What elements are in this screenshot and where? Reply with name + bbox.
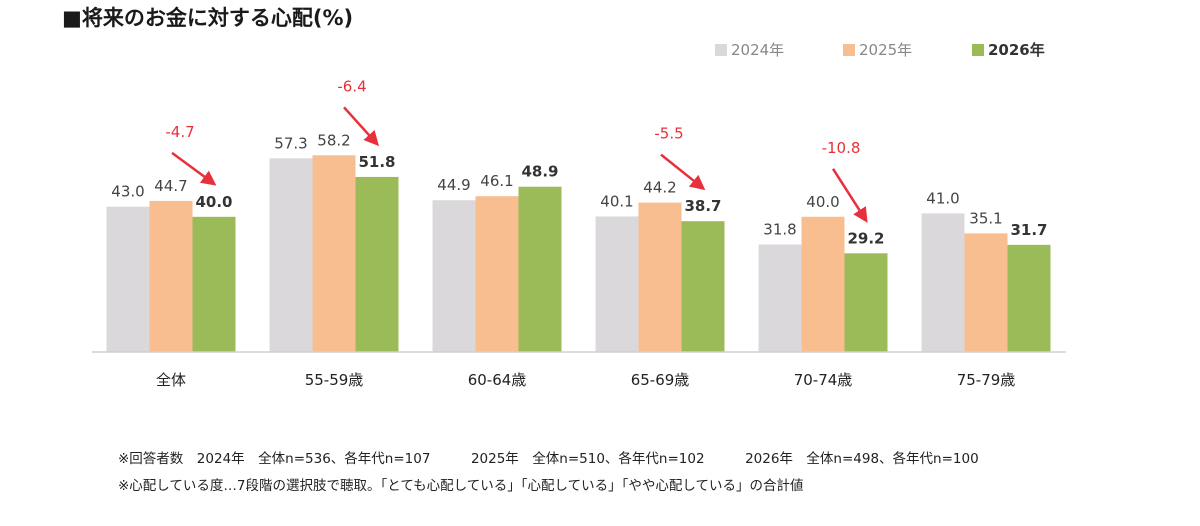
value-label-2025年-75-79歳: 35.1	[969, 209, 1002, 227]
value-label-2024年-60-64歳: 44.9	[437, 176, 470, 194]
value-label-2024年-全体: 43.0	[111, 183, 144, 201]
bar-2025年-55-59歳	[312, 155, 356, 352]
value-label-2026年-65-69歳: 38.7	[684, 197, 721, 215]
value-label-2024年-75-79歳: 41.0	[926, 189, 959, 207]
value-label-2026年-75-79歳: 31.7	[1010, 221, 1047, 239]
respondents-note: ※回答者数 2024年 全体n=536、各年代n=107 2025年 全体n=5…	[118, 451, 979, 467]
bar-2025年-70-74歳	[801, 216, 845, 352]
annotation-label-55-59歳: -6.4	[337, 77, 366, 95]
annotation-arrow-全体	[171, 151, 217, 186]
legend-label-2025年: 2025年	[859, 41, 912, 59]
legend-label-2024年: 2024年	[731, 41, 784, 59]
value-label-2026年-55-59歳: 51.8	[358, 153, 395, 171]
value-label-2024年-65-69歳: 40.1	[600, 192, 633, 210]
category-label-55-59歳: 55-59歳	[305, 371, 364, 389]
bar-2024年-60-64歳	[432, 200, 476, 352]
bar-2025年-65-69歳	[638, 202, 682, 352]
annotation-arrow-55-59歳	[343, 106, 380, 147]
value-label-2026年-70-74歳: 29.2	[847, 229, 884, 247]
value-label-2024年-70-74歳: 31.8	[763, 221, 796, 239]
legend-swatch-2024年	[715, 44, 727, 56]
value-label-2025年-全体: 44.7	[154, 177, 187, 195]
value-label-2026年-全体: 40.0	[195, 193, 232, 211]
bar-2026年-70-74歳	[844, 253, 888, 352]
value-label-2025年-60-64歳: 46.1	[480, 172, 513, 190]
legend-label-2026年: 2026年	[988, 41, 1045, 59]
bar-2026年-全体	[192, 216, 236, 352]
value-label-2025年-55-59歳: 58.2	[317, 131, 350, 149]
bar-2024年-全体	[106, 206, 150, 352]
chart-title: ■将来のお金に対する心配(%)	[62, 6, 354, 30]
legend-swatch-2026年	[972, 44, 984, 56]
bar-2025年-75-79歳	[964, 233, 1008, 352]
bar-2026年-60-64歳	[518, 186, 562, 352]
bar-2026年-65-69歳	[681, 221, 725, 352]
annotation-arrow-65-69歳	[660, 153, 706, 191]
value-label-2024年-55-59歳: 57.3	[274, 134, 307, 152]
legend-swatch-2025年	[843, 44, 855, 56]
bar-2024年-65-69歳	[595, 216, 639, 352]
value-label-2025年-65-69歳: 44.2	[643, 179, 676, 197]
value-label-2026年-60-64歳: 48.9	[521, 163, 558, 181]
category-label-75-79歳: 75-79歳	[957, 371, 1016, 389]
method-note: ※心配している度…7段階の選択肢で聴取。「とても心配している」「心配している」「…	[118, 478, 804, 494]
value-label-2025年-70-74歳: 40.0	[806, 193, 839, 211]
category-label-全体: 全体	[156, 371, 186, 389]
category-label-65-69歳: 65-69歳	[631, 371, 690, 389]
bar-2024年-70-74歳	[758, 244, 802, 352]
annotation-label-65-69歳: -5.5	[654, 125, 683, 143]
bar-2026年-75-79歳	[1007, 244, 1051, 352]
annotation-arrow-70-74歳	[831, 168, 868, 223]
category-label-60-64歳: 60-64歳	[468, 371, 527, 389]
bar-2025年-全体	[149, 200, 193, 352]
bar-2026年-55-59歳	[355, 176, 399, 352]
annotation-label-70-74歳: -10.8	[822, 139, 861, 157]
category-label-70-74歳: 70-74歳	[794, 371, 853, 389]
bar-2024年-75-79歳	[921, 213, 965, 352]
bar-2024年-55-59歳	[269, 158, 313, 352]
bar-2025年-60-64歳	[475, 196, 519, 352]
annotation-label-全体: -4.7	[165, 123, 194, 141]
